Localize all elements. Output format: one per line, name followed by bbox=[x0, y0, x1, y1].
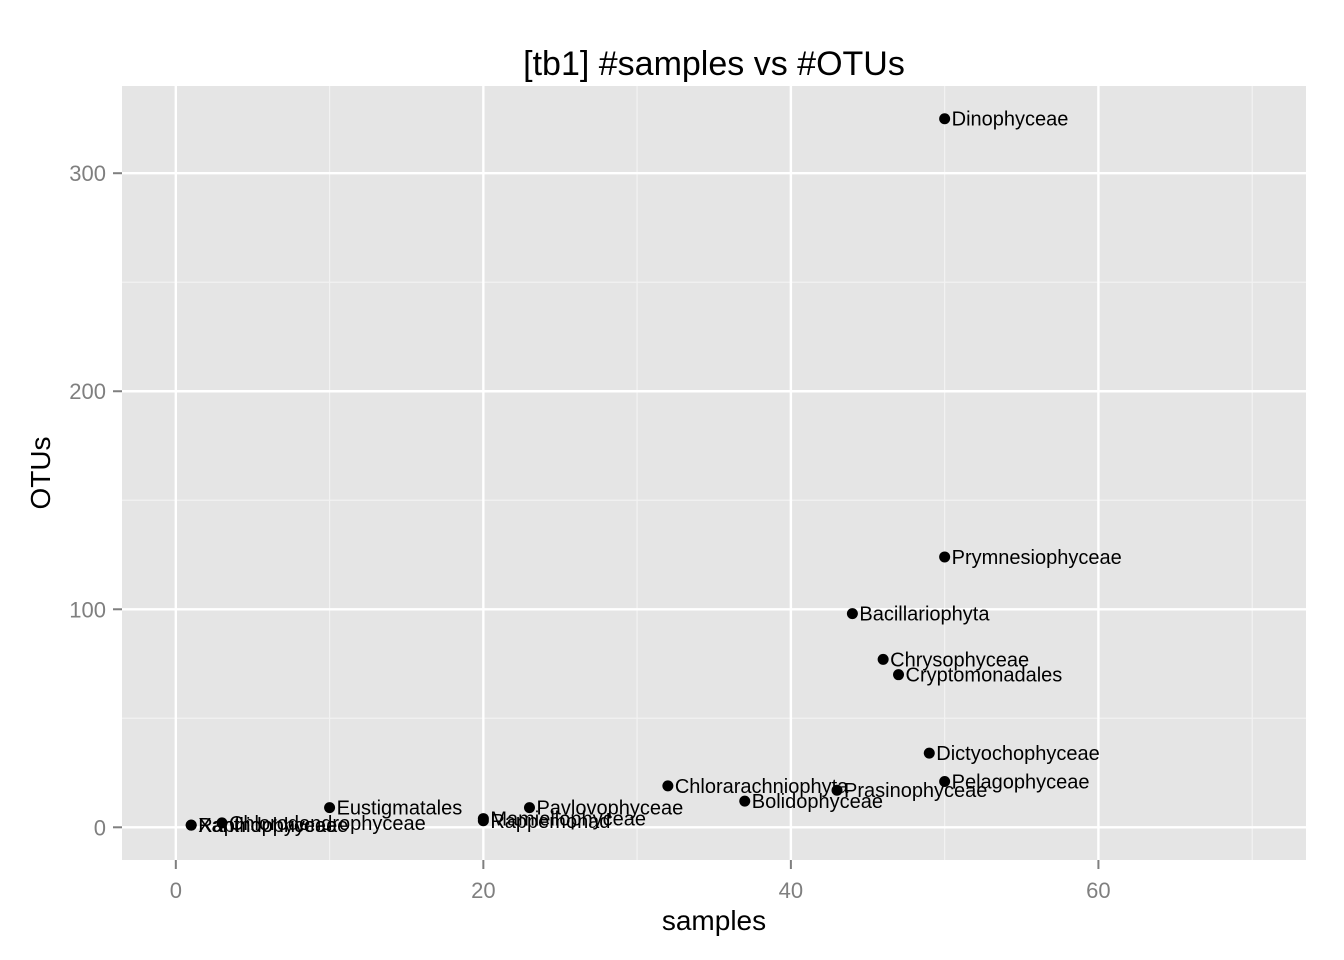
y-axis-title: OTUs bbox=[25, 436, 56, 509]
data-point bbox=[877, 653, 889, 665]
data-point bbox=[831, 784, 843, 796]
data-point bbox=[662, 780, 674, 792]
axis-ticks: 0 20 40 60 0 100 200 300 bbox=[69, 161, 1110, 903]
point-label: Dictyochophyceae bbox=[936, 743, 1099, 765]
point-label: Chlorarachniophyta bbox=[675, 776, 849, 798]
grid-minor-lines bbox=[122, 86, 1306, 860]
point-label: Pavlovophyceae bbox=[536, 798, 683, 820]
point-label: Xanthophyceae bbox=[198, 815, 337, 837]
grid-major-lines bbox=[122, 86, 1306, 860]
chart-title: [tb1] #samples vs #OTUs bbox=[523, 45, 905, 83]
data-point bbox=[923, 747, 935, 759]
point-label: Pelagophyceae bbox=[952, 772, 1090, 794]
data-points bbox=[185, 113, 951, 831]
point-label: Mamiellophyceae bbox=[490, 809, 646, 831]
point-labels: Dinophyceae Prymnesiophyceae Bacillariophy… bbox=[198, 109, 1122, 837]
data-point bbox=[324, 802, 336, 814]
data-point bbox=[185, 819, 197, 831]
y-tick-label: 100 bbox=[69, 597, 106, 622]
data-point bbox=[939, 776, 951, 788]
point-label: Prymnesiophyceae bbox=[952, 547, 1122, 569]
x-tick-label: 0 bbox=[170, 878, 182, 903]
point-label: Prasinophyceae bbox=[844, 780, 987, 802]
point-label: Chlorodendrophyceae bbox=[229, 813, 426, 835]
point-label: Chrysophyceae bbox=[890, 649, 1029, 671]
data-point bbox=[939, 113, 951, 125]
point-label: Dinophyceae bbox=[952, 109, 1069, 131]
point-label: Raphidophyceae bbox=[198, 815, 348, 837]
point-label: Bolidophyceae bbox=[752, 791, 883, 813]
data-point bbox=[846, 608, 858, 620]
y-tick-label: 200 bbox=[69, 379, 106, 404]
x-tick-label: 40 bbox=[779, 878, 803, 903]
x-tick-label: 60 bbox=[1086, 878, 1110, 903]
x-axis-title: samples bbox=[662, 905, 766, 936]
point-label: Eustigmatales bbox=[337, 798, 463, 820]
data-point bbox=[477, 815, 489, 827]
data-point bbox=[216, 817, 228, 829]
point-label: Bacillariophyta bbox=[859, 604, 990, 626]
y-tick-label: 0 bbox=[94, 815, 106, 840]
data-point bbox=[893, 669, 905, 681]
point-label: Cryptomonadales bbox=[906, 665, 1063, 687]
x-tick-label: 20 bbox=[471, 878, 495, 903]
y-tick-label: 300 bbox=[69, 161, 106, 186]
point-label: Rappemonad bbox=[490, 811, 610, 833]
data-point bbox=[939, 551, 951, 563]
data-point bbox=[523, 802, 535, 814]
data-point bbox=[739, 795, 751, 807]
plot-panel bbox=[122, 86, 1306, 860]
